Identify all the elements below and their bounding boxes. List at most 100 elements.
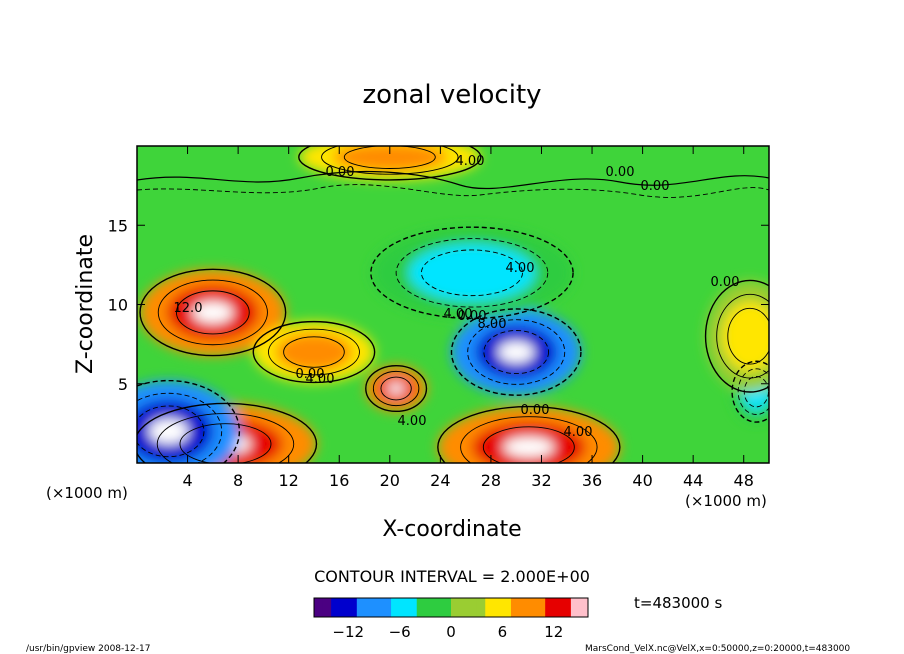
- x-tick-label-9: 40: [632, 471, 652, 490]
- colorbar-tick-label-2: 0: [446, 623, 456, 641]
- x-tick-label-7: 32: [531, 471, 551, 490]
- x-tick-label-2: 12: [279, 471, 299, 490]
- contour-line-5-2: [380, 376, 412, 401]
- contour-label-1: 0.00: [326, 165, 355, 180]
- colorbar-frame: [313, 597, 589, 618]
- x-tick-label-3: 16: [329, 471, 349, 490]
- contour-line-1-0: [450, 308, 582, 396]
- x-tick-label-6: 28: [481, 471, 501, 490]
- colorbar-tick-label-0: −12: [332, 623, 364, 641]
- y-tick-label-2: 15: [108, 216, 128, 235]
- contour-line-2-0: [137, 402, 318, 463]
- contour-line-0-2: [175, 290, 250, 335]
- colorbar-cell-6: [365, 598, 375, 617]
- colorbar-cell-30: [570, 598, 580, 617]
- contour-line-0-1: [157, 279, 268, 346]
- contour-label-6: 12.0: [174, 301, 203, 316]
- contour-label-14: 4.00: [444, 307, 473, 322]
- colorbar-ticks: −12 −6 0 6 12: [332, 623, 563, 641]
- colorbar-cell-13: [425, 598, 435, 617]
- colorbar-tick-label-1: −6: [389, 623, 411, 641]
- contour-label-8: 0.00: [458, 309, 487, 324]
- contour-line-7-0: [137, 379, 241, 463]
- contour-line-1-1: [467, 319, 566, 385]
- contour-line-2-2: [179, 423, 272, 463]
- colorbar-cell-3: [339, 598, 349, 617]
- contour-label-9: 8.00: [478, 317, 507, 332]
- colorbar-cell-0: [314, 598, 324, 617]
- colorbar-cell-7: [373, 598, 383, 617]
- field-core-7: [148, 418, 189, 444]
- contour-line-6-2: [343, 146, 436, 169]
- field-core-0: [192, 301, 234, 324]
- contour-label-13: 4.00: [564, 425, 593, 440]
- contour-line-3-1: [460, 416, 598, 463]
- contour-line-2-1: [156, 413, 295, 463]
- y-axis-ticks: 5 10 15: [108, 216, 769, 394]
- contour-line-8-1: [395, 238, 549, 308]
- contour-label-7: 4.00: [306, 372, 335, 387]
- colorbar-cell-10: [399, 598, 409, 617]
- contour-line-4-0: [252, 320, 376, 384]
- colorbar-tick-label-3: 6: [498, 623, 508, 641]
- contour-line-upper-2: [137, 184, 769, 198]
- colorbar-cell-16: [451, 598, 461, 617]
- contour-line-4-2: [283, 336, 345, 368]
- contour-line-1-2: [483, 330, 550, 375]
- contour-line-10-1: [716, 293, 769, 379]
- colorbar-cell-22: [502, 598, 512, 617]
- field-feature-4: [276, 333, 352, 372]
- contour-line-5-1: [372, 370, 420, 407]
- contour-interval-text: CONTOUR INTERVAL = 2.000E+00: [314, 567, 590, 586]
- contour-label-4: 0.00: [711, 275, 740, 290]
- contour-line-4-1: [268, 328, 360, 376]
- colorbar-cell-8: [382, 598, 392, 617]
- colorbar-cell-12: [416, 598, 426, 617]
- x-tick-label-11: 48: [734, 471, 754, 490]
- colorbar-cell-27: [545, 598, 555, 617]
- contour-line-7-1: [137, 392, 223, 463]
- contour-line-10-2: [727, 307, 769, 365]
- chart-title: zonal velocity: [362, 80, 541, 110]
- contour-label-2: 0.00: [606, 165, 635, 180]
- plot-area: 4.000.00 0.000.000.004.0012.04.000.008.00…: [137, 146, 769, 463]
- colorbar-cell-9: [391, 598, 401, 617]
- contour-label-3: 0.00: [641, 179, 670, 194]
- colorbar-tick-label-4: 12: [544, 623, 563, 641]
- colorbar-cell-17: [459, 598, 469, 617]
- time-text: t=483000 s: [634, 594, 722, 612]
- colorbar-cell-18: [468, 598, 478, 617]
- contour-line-0-0: [139, 268, 287, 357]
- contour-line-6-1: [321, 146, 459, 175]
- colorbar-cell-21: [493, 598, 503, 617]
- colorbar-cell-14: [433, 598, 443, 617]
- features-layer: [137, 146, 769, 463]
- contour-label-11: 4.00: [398, 414, 427, 429]
- colorbar-cell-23: [510, 598, 520, 617]
- contour-labels: 4.000.00 0.000.000.004.0012.04.000.008.00…: [174, 154, 740, 440]
- field-feature-8: [408, 244, 536, 302]
- x-tick-label-8: 36: [582, 471, 602, 490]
- y-tick-label-0: 5: [118, 375, 128, 394]
- footer-right: MarsCond_VelX.nc@VelX,x=0:50000,z=0:2000…: [585, 644, 850, 654]
- colorbar-cell-29: [562, 598, 572, 617]
- x-axis-label: X-coordinate: [382, 517, 521, 542]
- contour-line-5-0: [365, 364, 428, 413]
- contour-line-8-0: [370, 226, 574, 320]
- x-tick-label-4: 20: [380, 471, 400, 490]
- contour-lines: [137, 146, 769, 463]
- colorbar-cell-15: [442, 598, 452, 617]
- colorbar-cell-31: [579, 598, 589, 617]
- contour-line-3-0: [437, 405, 621, 463]
- x-axis-unit-left: (×1000 m): [46, 484, 128, 502]
- contour-line-9-1: [737, 368, 769, 415]
- colorbar-cell-19: [476, 598, 486, 617]
- x-tick-label-10: 44: [683, 471, 703, 490]
- x-tick-label-1: 8: [233, 471, 243, 490]
- colorbar-cell-4: [348, 598, 358, 617]
- field-core-5: [387, 382, 405, 395]
- colorbar-cell-28: [553, 598, 563, 617]
- field-feature-6: [332, 146, 447, 172]
- y-tick-label-1: 10: [108, 296, 128, 315]
